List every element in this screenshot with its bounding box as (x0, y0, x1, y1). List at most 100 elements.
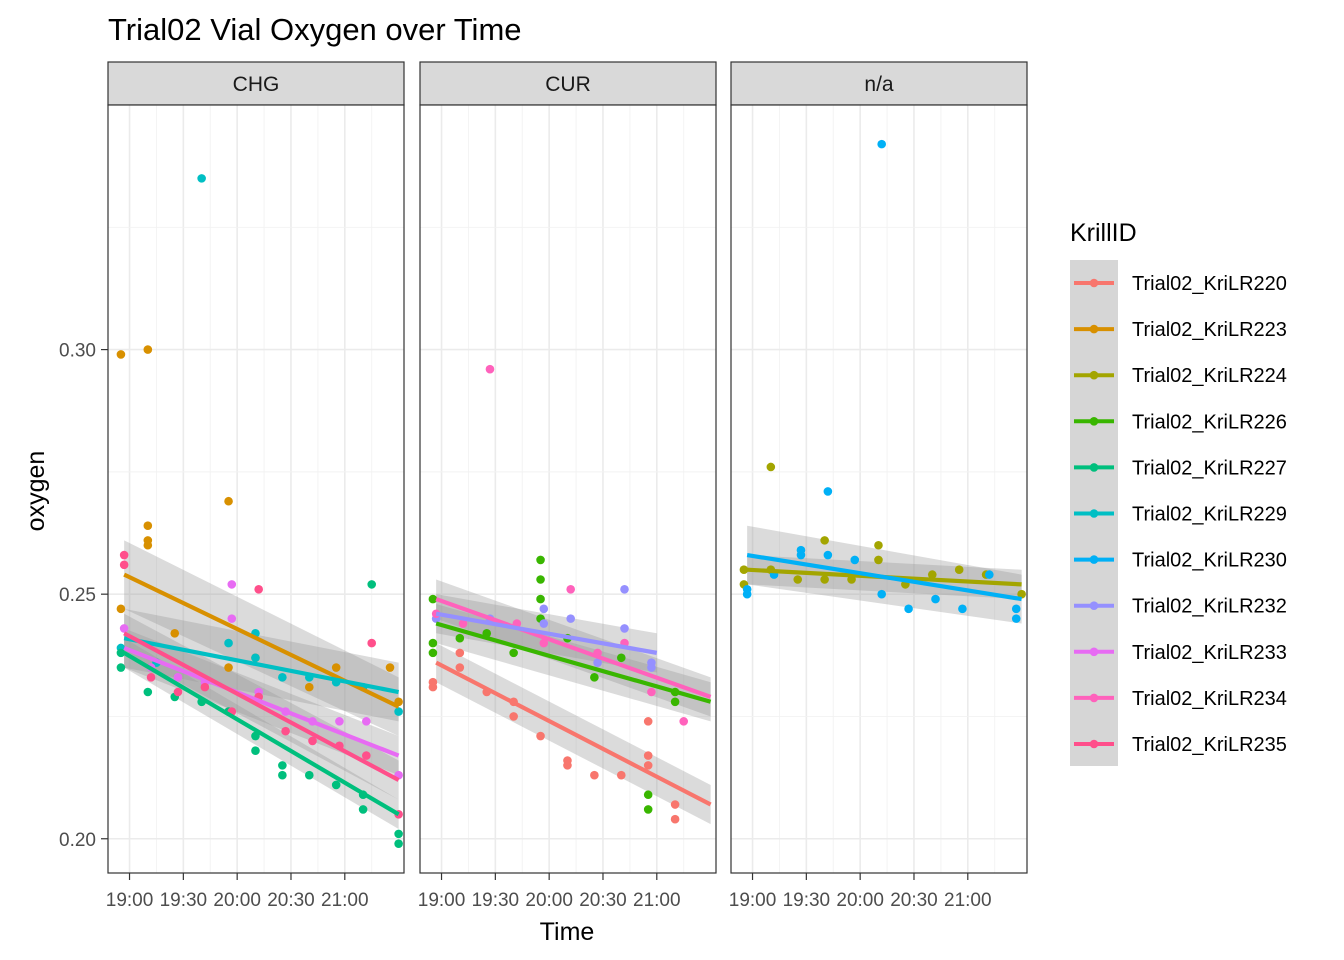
legend-label: Trial02_KriLR233 (1132, 642, 1287, 664)
legend-label: Trial02_KriLR235 (1132, 734, 1287, 756)
data-point (616, 770, 626, 780)
x-tick-label: 21:00 (944, 890, 992, 911)
fit-line (746, 552, 1022, 602)
legend-label: Trial02_KriLR232 (1132, 596, 1287, 618)
data-point (116, 604, 126, 614)
plot-background (420, 105, 716, 873)
facet-strip (107, 61, 405, 106)
data-point (563, 761, 572, 770)
data-point (904, 604, 913, 614)
x-tick-label: 19:30 (783, 890, 831, 911)
data-point (954, 565, 964, 575)
data-point (539, 619, 549, 628)
data-point (539, 604, 549, 614)
data-point (362, 717, 371, 726)
data-point (616, 653, 626, 663)
data-point (428, 648, 438, 658)
data-point (739, 565, 749, 575)
x-tick-label: 20:00 (213, 890, 261, 911)
legend-key-point (1089, 739, 1099, 749)
legend-label: Trial02_KriLR224 (1132, 365, 1287, 387)
data-point (358, 805, 368, 814)
data-point (670, 800, 680, 809)
legend-label: Trial02_KriLR226 (1132, 411, 1287, 433)
data-point (796, 550, 806, 560)
confidence-band (747, 525, 1022, 624)
data-point (539, 638, 549, 648)
data-point (428, 594, 438, 604)
data-point (823, 487, 833, 496)
data-point (536, 555, 545, 565)
data-point (455, 633, 465, 643)
data-point (331, 663, 341, 672)
legend-key-point (1089, 647, 1099, 657)
plot-background (731, 105, 1027, 873)
data-point (566, 614, 575, 623)
data-point (278, 673, 287, 682)
data-point (509, 648, 518, 658)
data-point (1011, 604, 1021, 614)
legend: KrillID Trial02_KriLR220 Trial02_KriLR223… (1070, 219, 1287, 766)
data-point (647, 687, 656, 697)
facet-panel-2: CUR 19:00 19:30 20:00 20:30 21:00 (418, 61, 717, 911)
legend-title: KrillID (1070, 219, 1137, 247)
facet-strip-label: CHG (233, 73, 280, 96)
data-point (173, 673, 183, 682)
x-tick-label: 19:00 (418, 890, 466, 911)
data-point (620, 584, 629, 594)
data-point (850, 555, 860, 565)
data-point (200, 682, 210, 692)
data-point (331, 780, 341, 790)
data-point (643, 761, 653, 770)
data-point (116, 663, 126, 672)
data-point (119, 624, 129, 633)
data-point (278, 770, 287, 780)
data-point (874, 540, 883, 550)
data-point (394, 829, 403, 839)
data-point (251, 746, 260, 756)
panel-border (419, 104, 717, 874)
confidence-band (124, 540, 399, 737)
data-point (143, 540, 153, 550)
data-point (647, 663, 656, 672)
x-tick-label: 19:00 (106, 890, 154, 911)
y-tick-label: 0.20 (59, 830, 96, 851)
data-point (143, 687, 153, 697)
y-tick-label: 0.25 (59, 585, 96, 606)
data-point (485, 364, 495, 374)
fit-line (123, 631, 400, 782)
x-tick-label: 19:30 (472, 890, 520, 911)
data-point (620, 624, 629, 633)
data-point (224, 496, 233, 506)
legend-key-point (1089, 417, 1099, 426)
facet-panel-3: n/a 19:00 19:30 20:00 20:30 21:00 (729, 61, 1028, 911)
data-point (367, 580, 377, 589)
data-point (766, 462, 776, 472)
y-axis-title: oxygen (22, 451, 50, 532)
data-point (536, 731, 545, 741)
legend-label: Trial02_KriLR220 (1132, 273, 1287, 295)
fit-line (435, 660, 712, 807)
data-point (394, 839, 403, 848)
data-point (670, 814, 680, 824)
data-point (877, 139, 886, 149)
data-point (823, 550, 833, 560)
data-point (119, 560, 129, 570)
data-point (643, 790, 653, 800)
legend-key-point (1089, 555, 1099, 564)
data-point (428, 638, 438, 648)
data-point (428, 682, 438, 692)
data-point (385, 663, 395, 672)
legend-items: Trial02_KriLR220 Trial02_KriLR223 Trial02_… (1074, 273, 1287, 756)
legend-key-point (1089, 370, 1099, 380)
x-tick-label: 21:00 (633, 890, 681, 911)
data-point (820, 536, 829, 545)
data-point (143, 345, 153, 354)
fit-line (435, 621, 712, 704)
data-point (278, 761, 287, 770)
data-point (335, 717, 344, 726)
data-point (251, 731, 260, 741)
facet-strip-label: n/a (864, 73, 894, 96)
legend-label: Trial02_KriLR229 (1132, 504, 1287, 526)
